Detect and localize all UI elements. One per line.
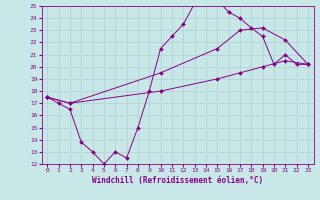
X-axis label: Windchill (Refroidissement éolien,°C): Windchill (Refroidissement éolien,°C) xyxy=(92,176,263,185)
